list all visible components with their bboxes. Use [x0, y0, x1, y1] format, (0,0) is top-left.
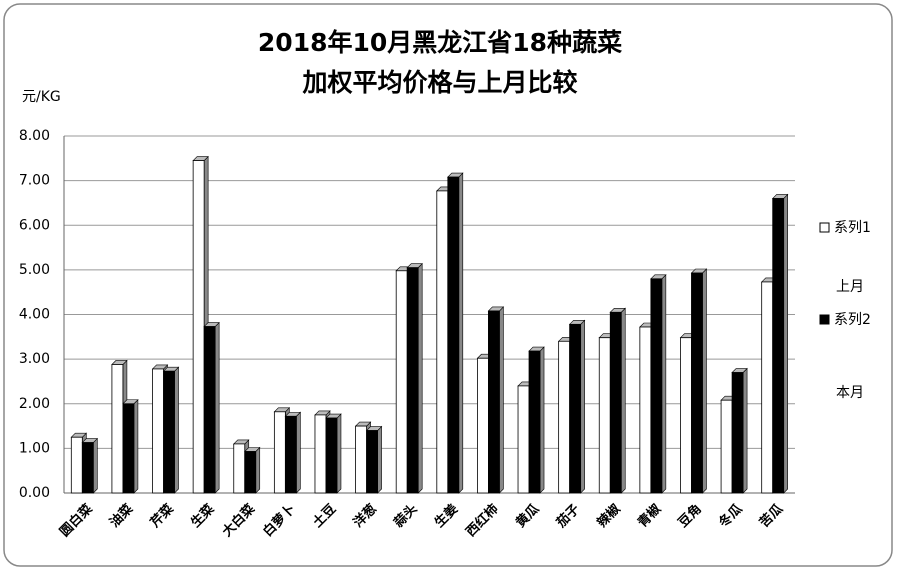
- y-axis-label: 元/KG: [22, 89, 61, 105]
- bar: [558, 340, 571, 494]
- bar-side: [661, 274, 667, 494]
- bar: [436, 190, 449, 494]
- bar: [406, 267, 419, 494]
- bar-side: [214, 321, 220, 494]
- bar: [609, 311, 622, 494]
- bar: [680, 337, 692, 494]
- bar-side: [458, 172, 464, 494]
- bar: [244, 451, 257, 494]
- bar: [284, 415, 297, 494]
- y-tick-label: 4.00: [19, 307, 50, 323]
- bar-side: [539, 346, 545, 494]
- bar: [163, 370, 175, 494]
- bar: [273, 411, 286, 494]
- bar: [772, 198, 785, 494]
- legend-swatch: [819, 222, 830, 233]
- bar-side: [620, 307, 626, 494]
- bar: [111, 364, 124, 494]
- bar: [192, 160, 205, 494]
- bar-side: [499, 306, 504, 494]
- bar: [395, 270, 408, 494]
- bar: [81, 442, 94, 494]
- annotation: 本月: [836, 385, 864, 401]
- y-tick-label: 5.00: [19, 262, 50, 278]
- bar-side: [336, 413, 342, 494]
- bar: [233, 443, 246, 494]
- bar-side: [377, 425, 382, 494]
- legend-label: 系列2: [834, 312, 871, 328]
- bar: [152, 368, 164, 494]
- chart-title: 2018年10月黑龙江省18种蔬菜: [258, 28, 622, 57]
- bar: [691, 272, 703, 494]
- bar: [355, 425, 367, 494]
- legend-swatch: [819, 314, 830, 325]
- y-tick-label: 7.00: [19, 173, 50, 189]
- bar: [447, 176, 460, 494]
- bar: [122, 403, 135, 494]
- bar: [569, 323, 582, 494]
- bar: [517, 385, 530, 494]
- bar-side: [783, 193, 788, 494]
- legend-label: 系列1: [834, 220, 871, 236]
- bar: [639, 326, 652, 494]
- bar-side: [702, 268, 707, 494]
- bar: [70, 436, 83, 494]
- bar-side: [580, 319, 585, 494]
- bar: [528, 350, 541, 494]
- bar: [203, 326, 216, 494]
- bar: [598, 337, 611, 494]
- bar: [761, 281, 774, 494]
- bar-side: [417, 262, 423, 494]
- bar-side: [742, 367, 748, 494]
- bar: [731, 372, 744, 494]
- y-tick-label: 3.00: [19, 351, 50, 367]
- bar-side: [255, 446, 261, 494]
- y-tick-label: 8.00: [19, 128, 50, 144]
- y-tick-label: 6.00: [19, 217, 50, 233]
- bar: [477, 357, 489, 494]
- bar: [650, 278, 663, 494]
- bar-side: [296, 411, 301, 494]
- bar: [488, 310, 500, 494]
- bar-side: [93, 437, 98, 494]
- y-tick-label: 2.00: [19, 396, 50, 412]
- bar: [314, 414, 327, 494]
- y-tick-label: 0.00: [19, 485, 50, 501]
- bar-side: [174, 366, 179, 494]
- bar: [720, 399, 733, 494]
- annotation: 上月: [836, 279, 864, 295]
- y-tick-label: 1.00: [19, 440, 50, 456]
- bar-side: [133, 399, 139, 494]
- chart-title: 加权平均价格与上月比较: [301, 68, 577, 97]
- bar: [325, 417, 338, 494]
- bar: [366, 430, 378, 494]
